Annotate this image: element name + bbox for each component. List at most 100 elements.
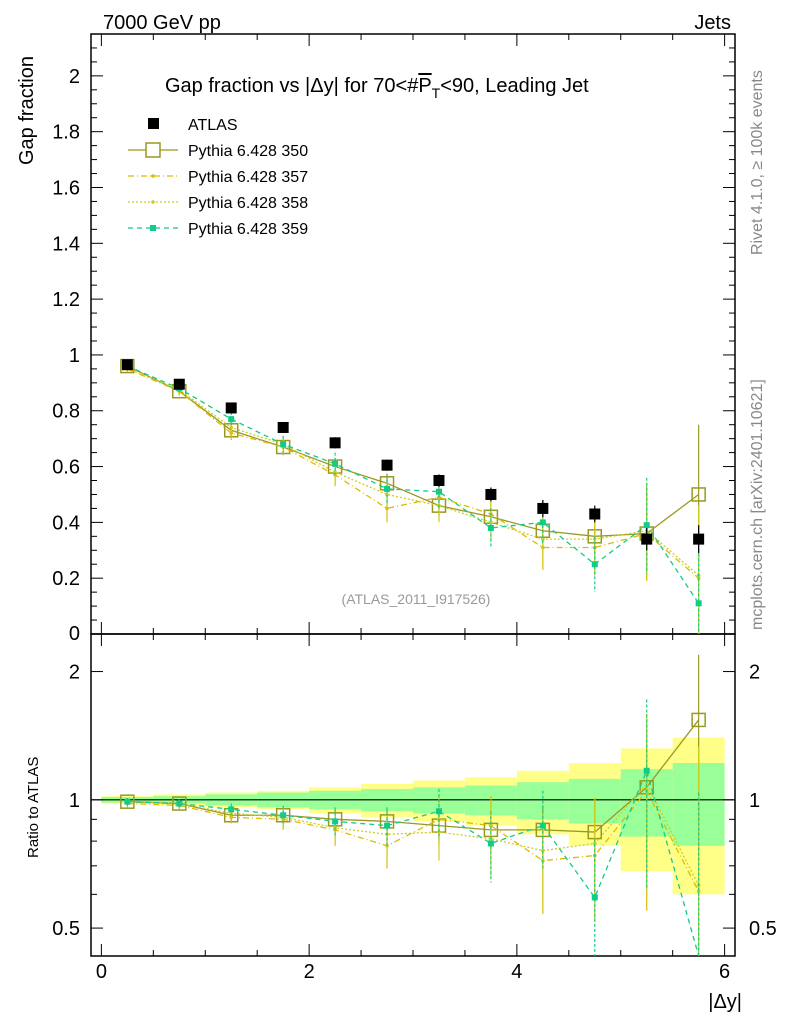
- main-point-p359: [643, 522, 650, 529]
- y-tick-label: 2: [69, 66, 80, 88]
- main-point-p350: [691, 487, 706, 502]
- main-point-atlas: [693, 533, 705, 545]
- jets-label: Jets: [694, 12, 731, 34]
- y-tick-label: 1.4: [52, 233, 80, 255]
- main-point-p359: [280, 441, 287, 448]
- ratio-point-p359: [228, 806, 235, 813]
- main-line-p358: [127, 366, 700, 576]
- ratio-point-p359: [591, 894, 598, 901]
- y-tick-label: 1: [69, 345, 80, 367]
- legend-label: Pythia 6.428 359: [188, 221, 308, 238]
- main-point-p358: [333, 470, 337, 474]
- ratio-line-p357: [127, 789, 700, 892]
- legend-label: Pythia 6.428 358: [188, 195, 308, 212]
- legend-entry-p350: Pythia 6.428 350: [128, 142, 308, 160]
- ratio-uncertainty-bands: [91, 737, 735, 895]
- main-point-p359: [384, 485, 391, 492]
- main-point-atlas: [277, 421, 289, 433]
- x-tick-label: 0: [96, 961, 107, 983]
- main-point-p359: [435, 488, 442, 495]
- main-point-p358: [229, 425, 234, 430]
- ratio-point-p359: [176, 800, 183, 807]
- y-tick-label: 1.6: [52, 177, 80, 199]
- ratio-point-p359: [643, 767, 650, 774]
- main-point-atlas: [641, 533, 653, 545]
- main-point-atlas: [225, 402, 237, 414]
- main-point-atlas: [485, 488, 497, 500]
- ratio-point-p350: [691, 712, 706, 728]
- ratio-line-p358: [127, 782, 700, 886]
- ratio-point-p359: [280, 812, 287, 819]
- main-point-p359: [591, 561, 598, 568]
- ratio-point-p358: [644, 782, 649, 786]
- y-tick-label: 1.8: [52, 122, 80, 144]
- rivet-version-label: Rivet 4.1.0, ≥ 100k events: [749, 70, 766, 255]
- legend-marker: [151, 174, 155, 178]
- main-point-atlas: [537, 502, 549, 514]
- data-series: [120, 358, 706, 957]
- main-point-atlas: [173, 378, 185, 390]
- ratio-tick-label-left: 0.5: [52, 918, 80, 940]
- legend-label: Pythia 6.428 357: [188, 169, 308, 186]
- legend-label: ATLAS: [188, 117, 238, 134]
- ratio-series-p359: [124, 699, 700, 957]
- ratio-tick-label-left: 1: [69, 790, 80, 812]
- y-tick-label: 0.2: [52, 568, 80, 590]
- mcplots-label: mcplots.cern.ch [arXiv:2401.10621]: [749, 379, 766, 630]
- ratio-line-p350: [127, 719, 700, 833]
- legend-entry-p357: Pythia 6.428 357: [128, 169, 308, 186]
- legend-entry-p359: Pythia 6.428 359: [128, 221, 308, 238]
- ratio-point-p359: [435, 808, 442, 815]
- main-point-p359: [332, 460, 339, 467]
- y-tick-label: 0.8: [52, 401, 80, 423]
- ratio-point-p359: [539, 822, 546, 829]
- main-series-atlas: [121, 359, 705, 554]
- legend: ATLAS Pythia 6.428 350 Pythia 6.428 357 Pyt…: [128, 117, 308, 238]
- ratio-point-p350: [120, 794, 135, 809]
- main-point-atlas: [433, 475, 445, 487]
- main-point-p359: [228, 416, 235, 423]
- ratio-tick-label-right: 0.5: [749, 918, 777, 940]
- main-line-p350: [127, 365, 700, 537]
- ratio-line-p359: [127, 768, 700, 957]
- legend-marker: [150, 225, 156, 231]
- ratio-point-p359: [384, 822, 391, 829]
- y-tick-label: 0.4: [52, 512, 80, 534]
- chart-title: Gap fraction vs |Δy| for 70<#PT<90, Lead…: [165, 75, 589, 101]
- main-point-p359: [487, 524, 494, 531]
- y-tick-label-zero: 0: [69, 623, 80, 645]
- ratio-point-p358: [592, 841, 597, 846]
- x-tick-label: 6: [719, 961, 730, 983]
- ratio-point-p359: [332, 818, 339, 825]
- collision-energy-label: 7000 GeV pp: [103, 12, 221, 34]
- ratio-point-p358: [541, 848, 545, 853]
- main-point-p358: [385, 492, 389, 497]
- main-point-p359: [539, 519, 546, 526]
- legend-marker: [145, 142, 161, 158]
- main-point-p358: [489, 520, 493, 525]
- main-point-atlas: [121, 359, 133, 371]
- y-axis-label: Gap fraction: [16, 56, 38, 165]
- legend-marker: [151, 200, 155, 204]
- main-point-p359: [695, 600, 702, 607]
- ratio-point-p359: [124, 798, 131, 805]
- legend-entry-p358: Pythia 6.428 358: [128, 195, 308, 212]
- y-tick-label: 1.2: [52, 289, 80, 311]
- ratio-point-p359: [487, 840, 494, 847]
- legend-entry-atlas: ATLAS: [148, 117, 238, 134]
- ratio-tick-label-right: 2: [749, 662, 760, 684]
- ratio-tick-label-right: 1: [749, 790, 760, 812]
- x-axis-label: |Δy|: [708, 991, 742, 1013]
- main-point-p357: [385, 506, 389, 511]
- main-point-p358: [541, 537, 545, 541]
- main-point-atlas: [589, 508, 601, 520]
- x-tick-label: 2: [304, 961, 315, 983]
- ratio-point-p358: [229, 811, 234, 816]
- main-line-p359: [127, 365, 700, 604]
- main-point-atlas: [381, 459, 393, 471]
- main-line-p357: [127, 368, 700, 579]
- x-tick-label: 4: [511, 961, 522, 983]
- analysis-watermark: (ATLAS_2011_I917526): [342, 591, 491, 607]
- ratio-point-p358: [437, 830, 441, 834]
